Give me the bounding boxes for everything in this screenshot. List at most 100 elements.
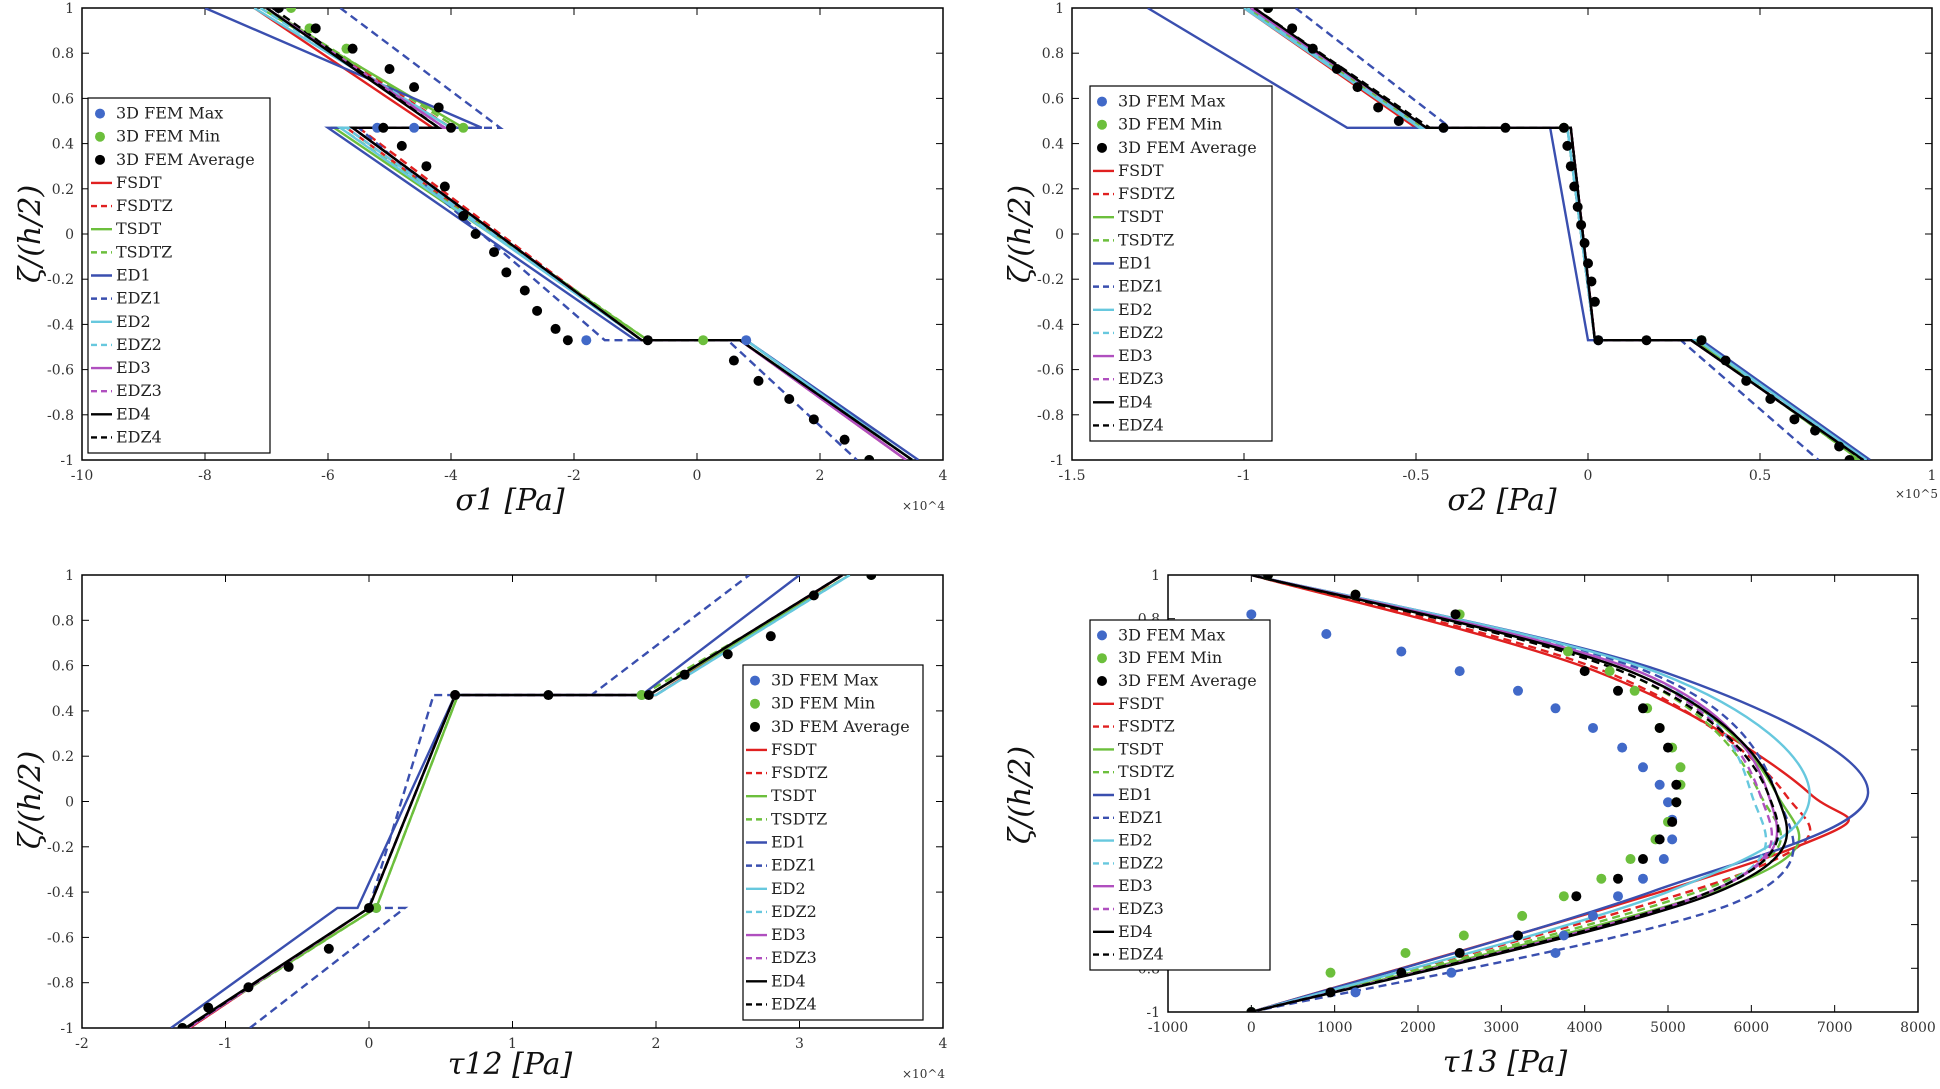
- legend-label: 3D FEM Average: [1118, 671, 1257, 690]
- x-tick-label: 4: [939, 1036, 948, 1052]
- fem-point-3d-fem-average: [1641, 335, 1652, 346]
- x-tick-label: 5000: [1650, 1020, 1686, 1036]
- y-axis-label: ζ/(h/2): [13, 185, 48, 283]
- fem-point-3d-fem-average: [1638, 703, 1648, 714]
- fem-point-3d-fem-average: [470, 229, 481, 239]
- x-tick-label: 2: [816, 468, 825, 484]
- legend-label: ED2: [116, 312, 151, 331]
- fem-point-3d-fem-min: [1675, 762, 1686, 773]
- chart-tau12: -2 -1 0 1 2 3 4-1-0.8-0.6-0.4-0.200.20.40.60.8…: [13, 568, 948, 1082]
- legend-label: TSDT: [771, 786, 816, 805]
- fem-point-3d-fem-average: [1307, 43, 1318, 54]
- fem-point-3d-fem-average: [679, 669, 690, 680]
- y-tick-label: -0.2: [47, 272, 74, 288]
- legend-label: ED4: [116, 404, 151, 423]
- legend-label: ED1: [1118, 254, 1153, 273]
- y-tick-label: 1: [65, 568, 74, 584]
- fem-point-3d-fem-min: [1625, 854, 1636, 865]
- fem-point-3d-fem-min: [698, 335, 709, 346]
- fem-point-3d-fem-average: [1571, 891, 1582, 902]
- fem-point-3d-fem-average: [1569, 181, 1580, 192]
- legend-label: EDZ4: [1118, 415, 1164, 434]
- fem-point-3d-fem-max: [1513, 685, 1523, 696]
- legend-label: EDZ1: [1118, 808, 1164, 827]
- x-axis-label: σ1 [Pa]: [455, 483, 565, 518]
- legend-marker: [750, 721, 760, 732]
- fem-point-3d-fem-average: [489, 247, 500, 258]
- y-tick-label: -1: [60, 1021, 74, 1037]
- fem-point-3d-fem-max: [581, 335, 592, 346]
- y-tick-label: -1: [1146, 1005, 1160, 1021]
- y-tick-label: -0.6: [1037, 363, 1064, 379]
- fem-point-3d-fem-max: [1663, 797, 1673, 808]
- fem-point-3d-fem-average: [1450, 609, 1461, 620]
- fem-point-3d-fem-average: [384, 64, 395, 75]
- plot-area: [170, 575, 877, 1028]
- x-tick-label: -1000: [1148, 1020, 1188, 1036]
- y-axis-label: ζ/(h/2): [1003, 746, 1038, 844]
- legend-label: EDZ1: [116, 289, 162, 308]
- fem-point-3d-fem-average: [1589, 296, 1600, 307]
- series-line-edz4: [271, 8, 913, 460]
- legend-label: EDZ1: [771, 856, 817, 875]
- fem-point-3d-fem-average: [1667, 816, 1678, 827]
- fem-point-3d-fem-average: [310, 23, 321, 34]
- chart-tau13: -1000 0 1000 2000 3000 4000 5000 6000 7000 8000 -1…: [1003, 568, 1936, 1080]
- legend: 3D FEM Max 3D FEM Min 3D FEM Average FSDT FS…: [742, 664, 924, 1021]
- fem-point-3d-fem-average: [446, 122, 456, 133]
- fem-point-3d-fem-average: [808, 590, 819, 601]
- legend-label: EDZ2: [771, 902, 817, 921]
- x-tick-label: 6000: [1734, 1020, 1770, 1036]
- fem-point-3d-fem-average: [1331, 64, 1342, 75]
- legend-marker: [1097, 653, 1107, 664]
- fem-point-3d-fem-average: [1654, 722, 1665, 733]
- fem-point-3d-fem-average: [866, 575, 877, 580]
- fem-point-3d-fem-max: [1446, 967, 1457, 978]
- y-tick-label: 0.2: [52, 749, 74, 765]
- legend-label: EDZ3: [1118, 899, 1164, 918]
- fem-point-3d-fem-average: [1352, 82, 1363, 93]
- fem-point-3d-fem-min: [1400, 948, 1411, 959]
- legend-marker: [1097, 676, 1107, 686]
- y-tick-label: -0.4: [47, 317, 74, 333]
- legend-label: FSDT: [1118, 694, 1164, 713]
- fem-point-3d-fem-average: [421, 161, 432, 172]
- fem-point-3d-fem-average: [1579, 238, 1590, 249]
- fem-point-3d-fem-min: [1458, 930, 1469, 941]
- fem-point-3d-fem-average: [1562, 140, 1573, 151]
- fem-point-3d-fem-average: [347, 43, 358, 54]
- legend-label: EDZ3: [771, 948, 817, 967]
- legend-label: 3D FEM Average: [771, 717, 910, 736]
- fem-point-3d-fem-average: [1671, 797, 1682, 808]
- x-tick-label: -8: [198, 468, 212, 484]
- fem-point-3d-fem-average: [1579, 666, 1590, 677]
- fem-point-3d-fem-average: [1654, 834, 1665, 845]
- fem-point-3d-fem-average: [643, 690, 654, 701]
- legend-label: FSDTZ: [116, 196, 173, 215]
- legend-label: 3D FEM Min: [116, 127, 220, 146]
- legend-label: ED1: [116, 266, 151, 285]
- legend-label: ED2: [1118, 300, 1153, 319]
- legend-marker: [1097, 630, 1107, 641]
- legend-box: [87, 97, 271, 454]
- legend-label: 3D FEM Average: [116, 150, 255, 169]
- fem-point-3d-fem-average: [765, 631, 776, 642]
- series-line-ed2: [1243, 8, 1868, 460]
- fem-point-3d-fem-average: [409, 82, 420, 93]
- legend-label: ED1: [771, 833, 806, 852]
- x-tick-label: 1: [508, 1036, 517, 1052]
- y-tick-label: -0.6: [47, 363, 74, 379]
- series-line-edz3: [1251, 575, 1773, 1012]
- x-tick-label: 0: [1584, 468, 1593, 484]
- fem-point-3d-fem-min: [371, 902, 382, 913]
- legend-label: 3D FEM Max: [116, 104, 223, 123]
- fem-point-3d-fem-average: [1513, 930, 1523, 941]
- fem-point-3d-fem-average: [1576, 219, 1587, 230]
- fem-point-3d-fem-average: [1350, 589, 1361, 600]
- fem-point-3d-fem-average: [808, 414, 819, 425]
- fem-point-3d-fem-average: [1263, 8, 1274, 13]
- legend-label: ED3: [116, 358, 151, 377]
- legend-marker: [750, 675, 760, 686]
- fem-point-3d-fem-average: [722, 649, 733, 660]
- fem-point-3d-fem-average: [1593, 335, 1604, 346]
